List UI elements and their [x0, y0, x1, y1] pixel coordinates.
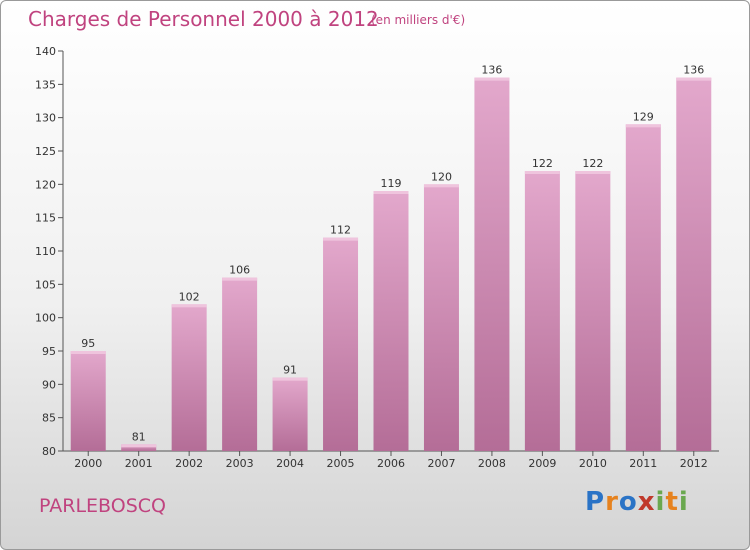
y-tick-label: 110 [35, 245, 56, 258]
x-tick-label: 2001 [125, 457, 153, 470]
x-tick-label: 2006 [377, 457, 405, 470]
y-tick-label: 90 [42, 378, 56, 391]
bar-cap [676, 77, 712, 81]
logo-letter: r [605, 487, 619, 517]
chart-axes: 80 85 90 95 100 105 110 115 120 125 130 135 140 [35, 45, 719, 458]
bar [70, 351, 106, 451]
logo-letter: P [585, 487, 606, 517]
bar [121, 444, 157, 451]
x-tick-label: 2007 [427, 457, 455, 470]
logo-letter: i [655, 487, 666, 517]
bar [676, 77, 712, 452]
y-tick-label: 125 [35, 145, 56, 158]
data-label: 136 [481, 64, 502, 77]
chart-bars [70, 77, 712, 452]
data-label: 106 [229, 264, 250, 277]
bar-cap [474, 77, 510, 81]
bar [575, 171, 611, 451]
x-tick-label: 2000 [74, 457, 102, 470]
x-tick-label: 2003 [226, 457, 254, 470]
x-tick-label: 2009 [528, 457, 556, 470]
logo-letter: t [665, 487, 679, 517]
y-tick-label: 135 [35, 78, 56, 91]
logo-letter: x [637, 487, 656, 517]
bar [171, 304, 207, 451]
bar [474, 77, 510, 452]
bar-cap [575, 171, 611, 174]
bar-cap [70, 351, 106, 354]
bar-cap [524, 171, 560, 174]
bar [222, 277, 258, 451]
bar-cap [423, 184, 459, 188]
bar-cap [323, 237, 359, 241]
logo-letter: o [618, 487, 638, 517]
y-tick-label: 100 [35, 312, 56, 325]
bar [625, 124, 661, 451]
bar [373, 191, 409, 451]
data-label: 129 [633, 110, 654, 123]
chart-subtitle: (en milliers d'€) [371, 13, 466, 27]
x-tick-label: 2002 [175, 457, 203, 470]
bar-cap [121, 444, 157, 448]
place-name: PARLEBOSCQ [39, 495, 166, 517]
y-tick-label: 130 [35, 112, 56, 125]
y-tick-label: 95 [42, 345, 56, 358]
x-tick-label: 2008 [478, 457, 506, 470]
y-tick-label: 120 [35, 178, 56, 191]
bar [524, 171, 560, 451]
data-label: 119 [381, 177, 402, 190]
data-label: 122 [532, 157, 553, 170]
data-label: 81 [132, 430, 146, 443]
proxiti-logo: Proxiti [585, 487, 689, 517]
x-tick-label: 2005 [327, 457, 355, 470]
x-tick-label: 2004 [276, 457, 304, 470]
bar [323, 237, 359, 451]
chart-title: Charges de Personnel 2000 à 2012 [28, 7, 379, 31]
data-label: 102 [179, 290, 200, 303]
bar-cap [222, 277, 258, 281]
x-tick-label: 2011 [629, 457, 657, 470]
data-label: 91 [283, 364, 297, 377]
bar-cap [272, 377, 308, 381]
y-tick-label: 105 [35, 278, 56, 291]
y-tick-label: 115 [35, 212, 56, 225]
bar-cap [373, 191, 409, 194]
bar [272, 377, 308, 451]
y-tick-label: 80 [42, 445, 56, 458]
x-tick-label: 2010 [579, 457, 607, 470]
y-tick-label: 85 [42, 412, 56, 425]
x-tick-label: 2012 [680, 457, 708, 470]
chart-labels: 2000 95 2001 81 2002 102 2003 106 2004 91 2005 112 2… [74, 64, 708, 470]
data-label: 120 [431, 170, 452, 183]
data-label: 122 [582, 157, 603, 170]
bar-cap [625, 124, 661, 128]
data-label: 95 [81, 337, 95, 350]
data-label: 112 [330, 224, 351, 237]
bar-cap [171, 304, 207, 308]
bar [423, 184, 459, 452]
logo-letter: i [678, 487, 689, 517]
y-tick-label: 140 [35, 45, 56, 58]
data-label: 136 [683, 64, 704, 77]
